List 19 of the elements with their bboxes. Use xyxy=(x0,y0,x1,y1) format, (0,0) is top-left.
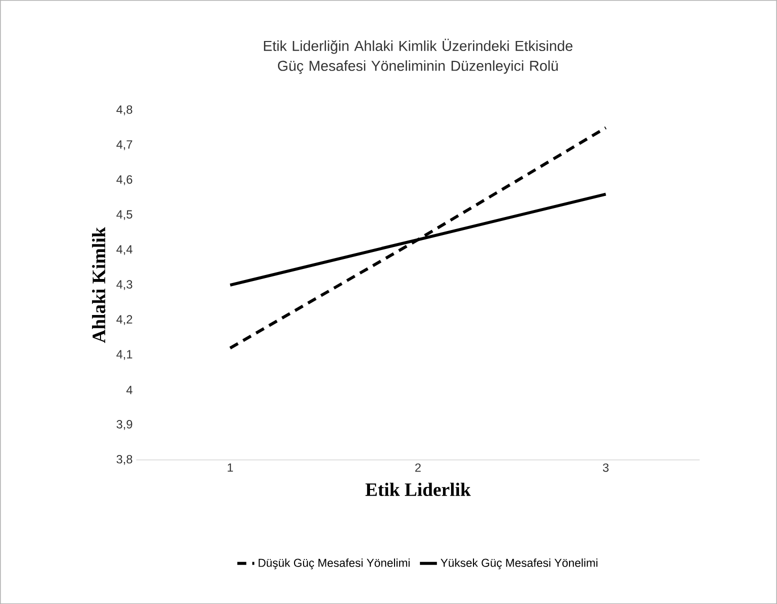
y-tick-label: 4,2 xyxy=(116,315,132,325)
y-tick-label: 4,1 xyxy=(116,350,132,360)
x-tick-label: 3 xyxy=(602,463,609,472)
y-tick-label: 4,3 xyxy=(116,280,132,290)
x-tick-label: 1 xyxy=(228,463,233,472)
y-tick-label: 4,5 xyxy=(116,210,132,220)
x-tick-label: 2 xyxy=(415,463,421,472)
y-tick-label: 4,6 xyxy=(116,175,132,186)
legend-label: Düşük Güç Mesafesi Yönelimi xyxy=(258,558,410,570)
legend-label: Yüksek Güç Mesafesi Yönelimi xyxy=(440,558,598,570)
y-axis-title: Ahlaki Kimlik xyxy=(92,227,106,343)
x-axis-title: Etik Liderlik xyxy=(366,482,471,496)
y-tick-label: 3,8 xyxy=(116,454,132,465)
y-tick-label: 4,7 xyxy=(116,140,132,150)
y-tick-label: 4,4 xyxy=(116,245,132,255)
y-tick-label: 4,8 xyxy=(116,105,132,116)
y-tick-label: 4 xyxy=(126,386,132,394)
chart-title: Etik Liderliğin Ahlaki Kimlik Üzerindeki Etkisinde Güç Mesafesi Yöneliminin Düzenleyici Rolü xyxy=(264,38,572,74)
y-tick-label: 3,9 xyxy=(116,420,132,430)
